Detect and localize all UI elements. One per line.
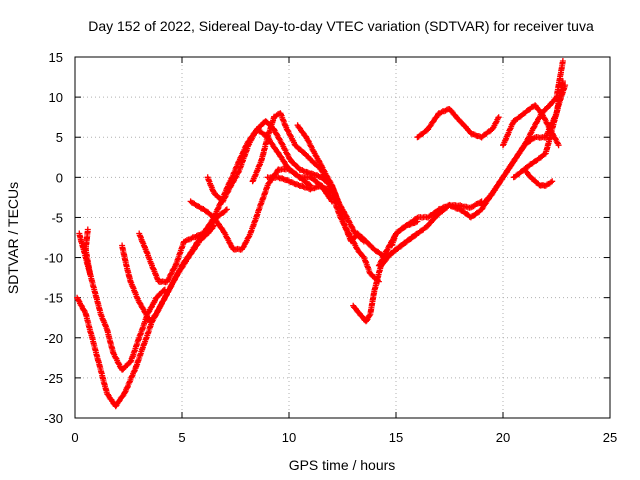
series-arc-3 bbox=[82, 226, 93, 277]
data-point bbox=[286, 178, 292, 185]
x-tick-label: 0 bbox=[71, 430, 78, 445]
data-point bbox=[287, 132, 294, 139]
plot-frame bbox=[74, 56, 611, 419]
data-point bbox=[562, 82, 569, 89]
data-point bbox=[300, 168, 307, 175]
data-point bbox=[547, 126, 554, 133]
data-point bbox=[506, 126, 513, 133]
data-point bbox=[378, 257, 385, 264]
data-point bbox=[223, 206, 230, 213]
y-tick-label: 10 bbox=[49, 90, 63, 105]
data-point bbox=[121, 389, 128, 396]
data-point bbox=[492, 119, 499, 126]
data-points bbox=[74, 58, 569, 410]
y-tick-label: 15 bbox=[49, 50, 63, 65]
data-point bbox=[281, 158, 288, 165]
data-point bbox=[559, 58, 566, 64]
data-point bbox=[544, 120, 551, 127]
data-point bbox=[273, 131, 280, 138]
data-point bbox=[509, 121, 516, 127]
y-axis-label: SDTVAR / TECUs bbox=[5, 182, 21, 294]
data-point bbox=[348, 223, 355, 230]
data-point bbox=[514, 153, 520, 160]
y-tick-labels: -30 -25 -20 -15 -10 -5 0 5 10 15 bbox=[44, 50, 63, 426]
y-tick-label: -10 bbox=[44, 251, 63, 266]
y-tick-label: -30 bbox=[44, 411, 63, 426]
series-arc-18 bbox=[521, 166, 556, 189]
series-arc-14 bbox=[414, 106, 502, 141]
y-tick-label: 0 bbox=[56, 170, 63, 185]
y-tick-label: -20 bbox=[44, 331, 63, 346]
data-point bbox=[310, 171, 317, 177]
x-axis-label: GPS time / hours bbox=[289, 457, 396, 473]
data-point bbox=[166, 286, 173, 293]
data-point bbox=[224, 189, 231, 196]
data-point bbox=[345, 218, 352, 225]
data-point bbox=[326, 178, 333, 184]
data-point bbox=[467, 130, 474, 137]
data-point bbox=[307, 186, 314, 193]
data-point bbox=[235, 169, 242, 176]
y-tick-label: -5 bbox=[51, 210, 63, 225]
x-tick-label: 5 bbox=[178, 430, 185, 445]
data-point bbox=[549, 178, 556, 185]
y-tick-label: -15 bbox=[44, 291, 63, 306]
y-tick-label: -25 bbox=[44, 371, 63, 386]
series-arc-17 bbox=[500, 102, 562, 149]
data-point bbox=[219, 198, 226, 205]
series-arc-15 bbox=[478, 58, 566, 209]
data-point bbox=[495, 114, 502, 121]
data-point bbox=[555, 142, 562, 149]
data-point bbox=[87, 270, 93, 277]
data-point bbox=[174, 272, 180, 279]
series-arc-13 bbox=[388, 218, 421, 249]
x-tick-labels: 0 5 10 15 20 25 bbox=[71, 430, 617, 445]
x-tick-label: 25 bbox=[603, 430, 617, 445]
data-point bbox=[281, 146, 288, 153]
data-point bbox=[222, 207, 229, 214]
data-point bbox=[547, 179, 554, 186]
data-point bbox=[495, 115, 501, 122]
data-point bbox=[539, 111, 546, 118]
data-point bbox=[439, 204, 446, 211]
data-point bbox=[78, 302, 85, 309]
series-arc-11 bbox=[350, 198, 485, 325]
data-point bbox=[256, 162, 263, 169]
series-arc-10 bbox=[294, 122, 421, 261]
y-tick-label: 5 bbox=[56, 130, 63, 145]
data-point bbox=[414, 218, 421, 225]
x-tick-label: 10 bbox=[282, 430, 296, 445]
x-tick-label: 15 bbox=[389, 430, 403, 445]
axis-ticks bbox=[74, 56, 611, 419]
data-point bbox=[533, 119, 540, 126]
data-point bbox=[227, 183, 234, 190]
data-point bbox=[467, 204, 474, 211]
x-tick-label: 20 bbox=[496, 430, 510, 445]
data-point bbox=[530, 135, 537, 142]
data-point bbox=[275, 174, 282, 181]
chart-title: Day 152 of 2022, Sidereal Day-to-day VTE… bbox=[88, 18, 594, 34]
